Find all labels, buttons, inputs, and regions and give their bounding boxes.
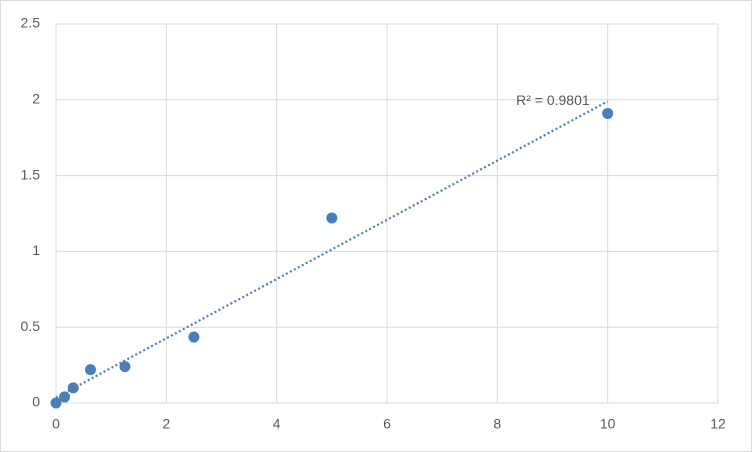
x-tick-label: 12 <box>710 416 726 432</box>
y-tick-label: 1 <box>32 242 40 258</box>
point <box>119 361 131 373</box>
x-tick-label: 8 <box>493 416 501 432</box>
annotation: R² = 0.9801 <box>516 92 590 108</box>
point <box>326 212 338 224</box>
y-tick-label: 0.5 <box>21 318 41 334</box>
trendline <box>55 100 609 399</box>
point <box>67 382 79 394</box>
point <box>602 107 614 119</box>
point <box>50 397 62 409</box>
point <box>188 331 200 343</box>
x-tick-label: 2 <box>162 416 170 432</box>
x-tick-label: 4 <box>273 416 281 432</box>
point <box>59 391 71 403</box>
x-tick-label: 0 <box>52 416 60 432</box>
y-tick-label: 2.5 <box>21 15 41 31</box>
x-tick-label: 10 <box>600 416 616 432</box>
x-tick-label: 6 <box>383 416 391 432</box>
y-tick-label: 0 <box>32 394 40 410</box>
y-tick-label: 1.5 <box>21 166 41 182</box>
point <box>84 364 96 376</box>
y-tick-label: 2 <box>32 91 40 107</box>
